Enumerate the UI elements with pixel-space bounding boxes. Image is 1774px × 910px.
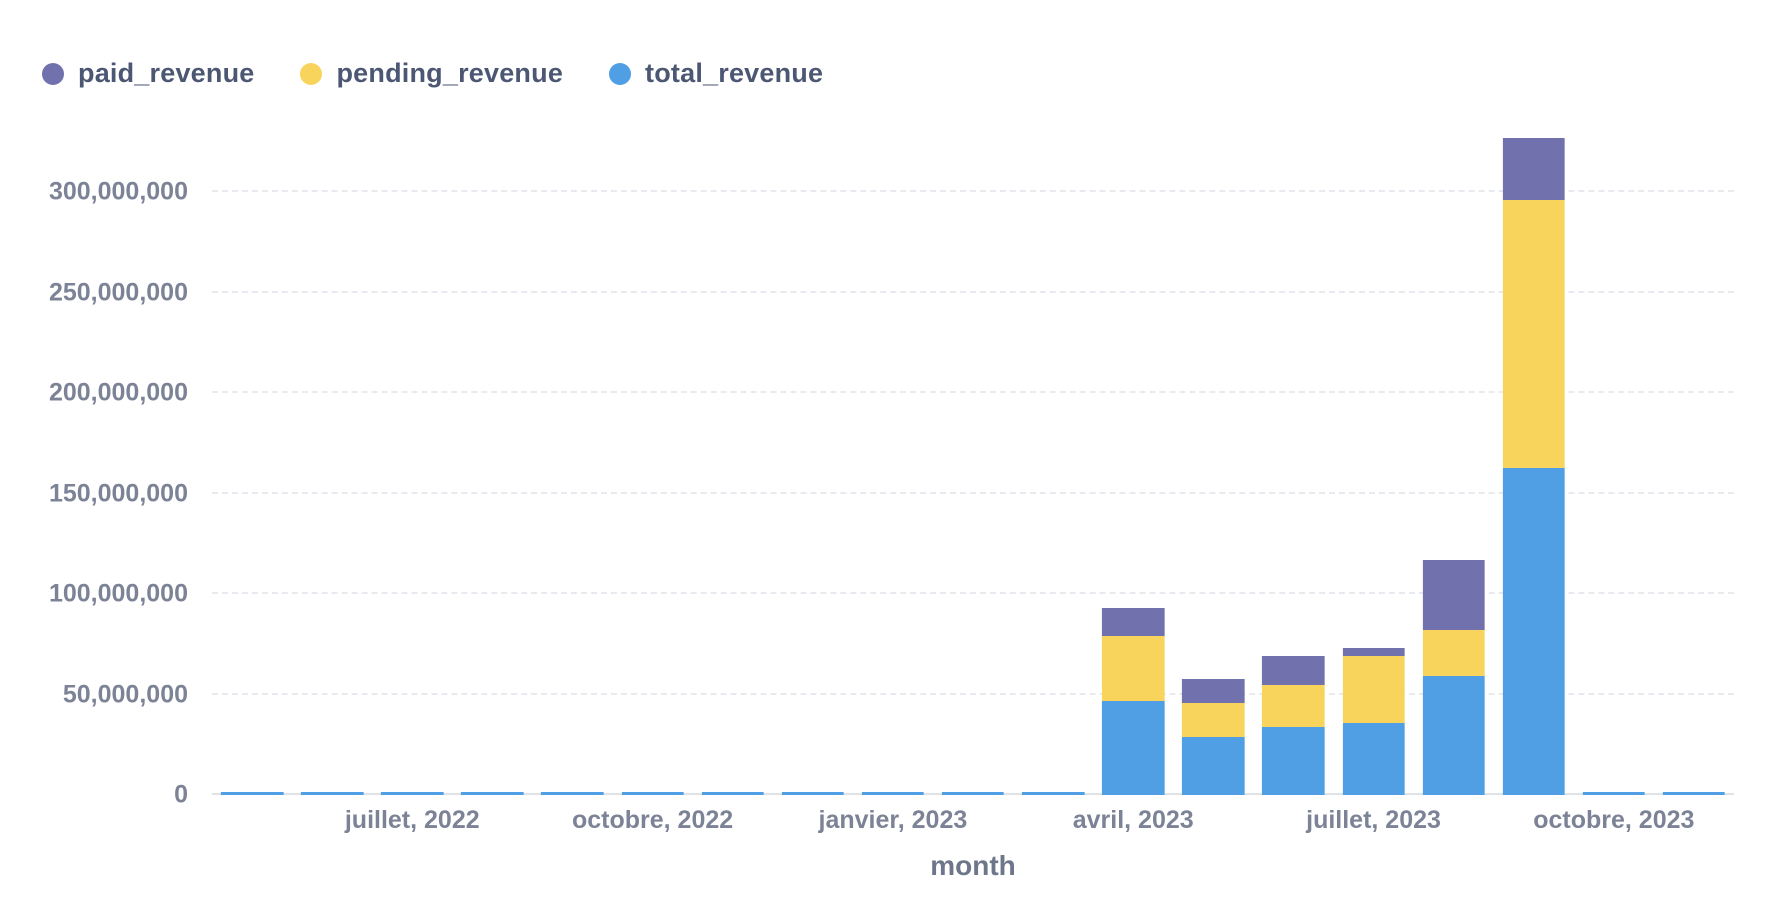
bar-segment-total_revenue xyxy=(461,792,524,795)
y-tick-label: 250,000,000 xyxy=(48,278,188,307)
legend-item-paid_revenue[interactable]: paid_revenue xyxy=(42,58,254,89)
bar-segment-total_revenue xyxy=(1502,467,1565,795)
y-tick-label: 200,000,000 xyxy=(48,378,188,407)
gridline xyxy=(212,491,1734,494)
gridline xyxy=(212,290,1734,293)
bar-novembre-2023[interactable] xyxy=(1662,112,1726,795)
bar-juin-2023[interactable] xyxy=(1262,112,1325,795)
bar-janvier-2023[interactable] xyxy=(861,112,925,795)
bar-segment-pending_revenue xyxy=(1502,200,1565,468)
x-tick-label: octobre, 2022 xyxy=(571,806,734,834)
x-tick-label: octobre, 2023 xyxy=(1533,806,1695,834)
y-tick-label: 300,000,000 xyxy=(48,177,188,206)
bar-novembre-2022[interactable] xyxy=(701,112,764,795)
bar-segment-total_revenue xyxy=(861,792,925,795)
bar-segment-pending_revenue xyxy=(1342,656,1405,723)
bar-février-2023[interactable] xyxy=(941,112,1005,795)
legend-label: pending_revenue xyxy=(336,58,564,88)
bar-segment-paid_revenue xyxy=(1262,656,1325,685)
plot-area xyxy=(212,112,1734,795)
bar-segment-total_revenue xyxy=(1422,676,1485,795)
bar-segment-paid_revenue xyxy=(1502,138,1565,201)
bar-segment-total_revenue xyxy=(541,792,604,795)
bar-mars-2023[interactable] xyxy=(1021,112,1085,795)
bar-juillet-2022[interactable] xyxy=(381,112,444,795)
bar-segment-pending_revenue xyxy=(1262,684,1325,727)
bar-segment-total_revenue xyxy=(1342,722,1405,795)
bar-juin-2022[interactable] xyxy=(300,112,364,795)
gridline xyxy=(212,190,1734,193)
y-tick-label: 50,000,000 xyxy=(62,680,188,709)
bar-segment-total_revenue xyxy=(220,792,284,795)
y-tick-label: 150,000,000 xyxy=(48,479,188,508)
bar-segment-pending_revenue xyxy=(1182,702,1245,737)
bar-segment-paid_revenue xyxy=(1342,648,1405,657)
bar-segment-total_revenue xyxy=(1021,792,1085,795)
bar-août-2022[interactable] xyxy=(461,112,524,795)
bar-septembre-2023[interactable] xyxy=(1502,112,1565,795)
bar-avril-2023[interactable] xyxy=(1101,112,1165,795)
legend-label: paid_revenue xyxy=(78,58,255,88)
gridline xyxy=(212,592,1734,595)
legend-dot-icon xyxy=(300,62,323,85)
bar-octobre-2022[interactable] xyxy=(621,112,684,795)
x-tick-label: avril, 2023 xyxy=(1072,806,1194,834)
bar-segment-total_revenue xyxy=(300,792,364,795)
bar-segment-total_revenue xyxy=(941,792,1005,795)
bar-segment-total_revenue xyxy=(1662,792,1726,795)
bar-mai-2022[interactable] xyxy=(220,112,284,795)
x-tick-label: juillet, 2022 xyxy=(344,806,480,834)
legend-label: total_revenue xyxy=(645,58,824,88)
legend-dot-icon xyxy=(609,62,632,85)
gridline xyxy=(212,391,1734,394)
bar-mai-2023[interactable] xyxy=(1182,112,1245,795)
x-axis-tick-labels: juillet, 2022 octobre, 2022 janvier, 2023 a… xyxy=(212,806,1734,842)
x-tick-label: juillet, 2023 xyxy=(1306,806,1441,834)
bar-segment-paid_revenue xyxy=(1422,560,1485,631)
bar-segment-total_revenue xyxy=(1182,736,1245,795)
y-axis: 0 50,000,000 100,000,000 150,000,000 200,000… xyxy=(0,112,188,809)
legend-dot-icon xyxy=(42,62,64,85)
bar-segment-paid_revenue xyxy=(1101,608,1165,637)
bar-segment-total_revenue xyxy=(701,792,764,795)
bar-segment-total_revenue xyxy=(1582,792,1646,795)
bar-septembre-2022[interactable] xyxy=(541,112,604,795)
legend-item-total_revenue[interactable]: total_revenue xyxy=(609,58,823,89)
bar-août-2023[interactable] xyxy=(1422,112,1485,795)
legend-item-pending_revenue[interactable]: pending_revenue xyxy=(300,58,563,89)
x-tick-label: janvier, 2023 xyxy=(818,806,968,834)
y-tick-label: 0 xyxy=(174,780,188,809)
bar-segment-total_revenue xyxy=(621,792,684,795)
bar-juillet-2023[interactable] xyxy=(1342,112,1405,795)
bar-segment-total_revenue xyxy=(1101,700,1165,795)
chart-legend: paid_revenue pending_revenue total_revenue xyxy=(42,58,823,89)
y-tick-label: 100,000,000 xyxy=(48,579,188,608)
x-axis-title: month xyxy=(930,850,1016,881)
bar-octobre-2023[interactable] xyxy=(1582,112,1646,795)
bar-segment-total_revenue xyxy=(781,792,845,795)
gridline xyxy=(212,692,1734,695)
bar-segment-total_revenue xyxy=(1262,726,1325,795)
bar-segment-pending_revenue xyxy=(1101,636,1165,701)
bar-segment-paid_revenue xyxy=(1182,678,1245,703)
bar-décembre-2022[interactable] xyxy=(781,112,845,795)
bar-segment-pending_revenue xyxy=(1422,630,1485,677)
bar-segment-total_revenue xyxy=(381,792,444,795)
